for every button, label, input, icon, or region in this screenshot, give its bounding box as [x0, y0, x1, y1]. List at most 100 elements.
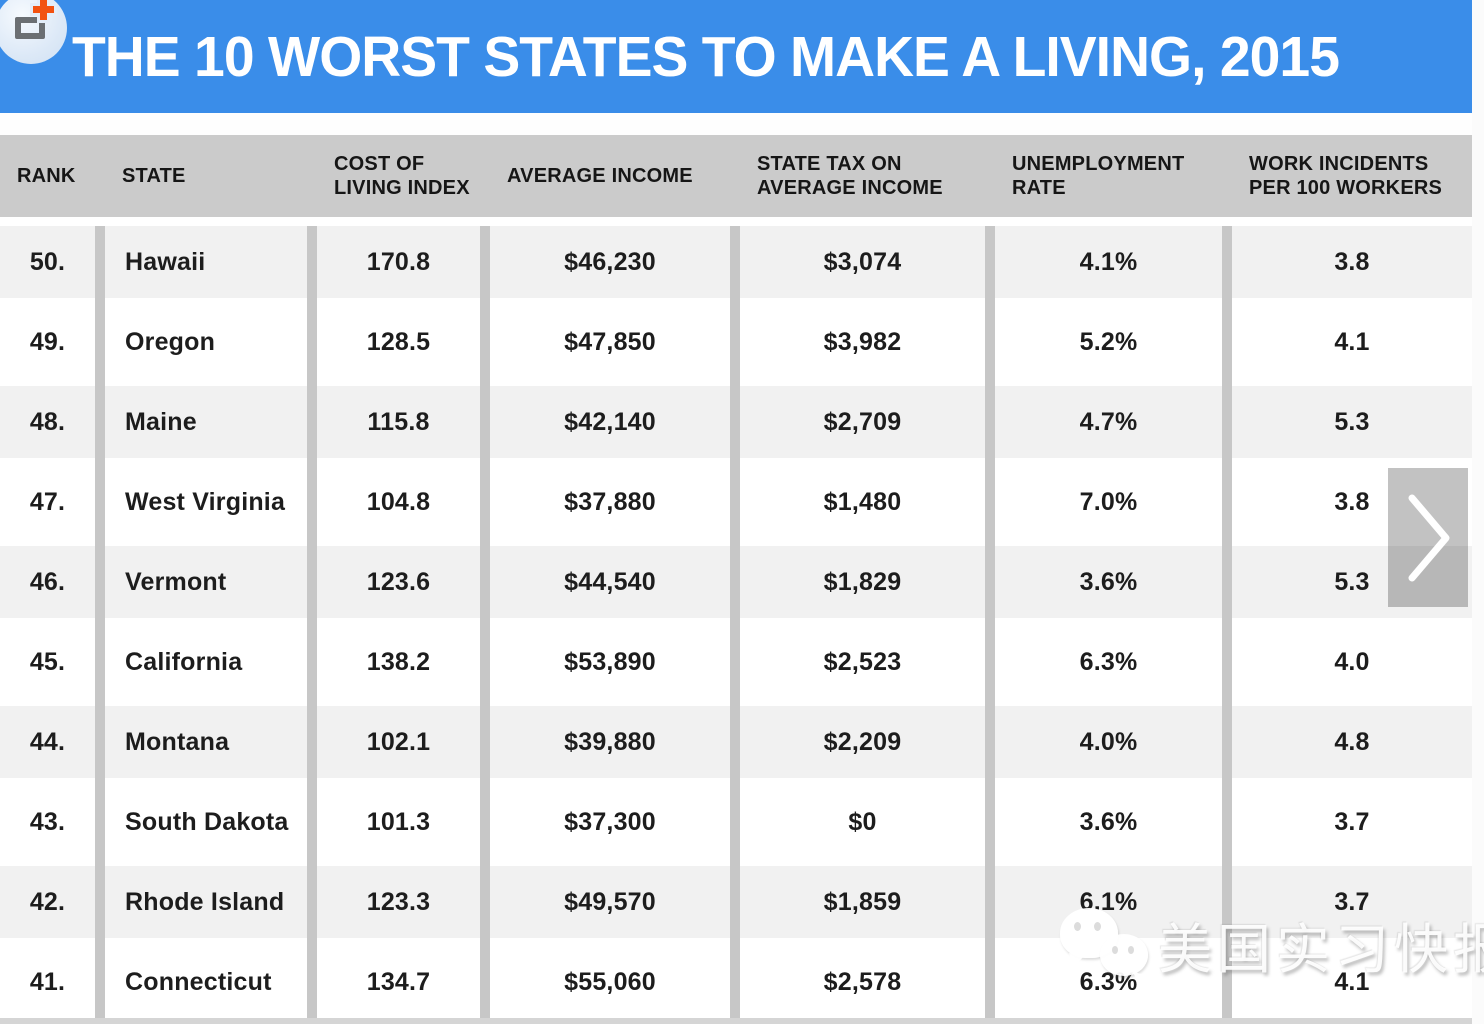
state-tax-cell: $3,074	[740, 226, 985, 298]
rank-cell: 44.	[0, 706, 95, 778]
average-income-cell: $42,140	[490, 386, 730, 458]
rank-cell: 48.	[0, 386, 95, 458]
rank-cell: 46.	[0, 546, 95, 618]
table-row: 50. Hawaii 170.8 $46,230 $3,074 4.1% 3.8	[0, 226, 1472, 298]
unemployment-cell: 3.6%	[995, 546, 1222, 618]
next-arrow-button[interactable]	[1388, 468, 1468, 607]
table-row: 43. South Dakota 101.3 $37,300 $0 3.6% 3…	[0, 786, 1472, 858]
column-divider	[480, 226, 490, 1018]
work-incidents-cell: 3.7	[1232, 786, 1472, 858]
table-row: 45. California 138.2 $53,890 $2,523 6.3%…	[0, 626, 1472, 698]
plus-icon	[33, 0, 54, 20]
table-row: 47. West Virginia 104.8 $37,880 $1,480 7…	[0, 466, 1472, 538]
state-tax-cell: $2,709	[740, 386, 985, 458]
cost-of-living-cell: 170.8	[317, 226, 480, 298]
table-row: 48. Maine 115.8 $42,140 $2,709 4.7% 5.3	[0, 386, 1472, 458]
state-cell: Montana	[105, 706, 307, 778]
table-row: 42. Rhode Island 123.3 $49,570 $1,859 6.…	[0, 866, 1472, 938]
average-income-cell: $55,060	[490, 946, 730, 1018]
unemployment-cell: 6.1%	[995, 866, 1222, 938]
state-cell: South Dakota	[105, 786, 307, 858]
cost-of-living-cell: 104.8	[317, 466, 480, 538]
unemployment-cell: 4.1%	[995, 226, 1222, 298]
average-income-cell: $37,300	[490, 786, 730, 858]
unemployment-cell: 7.0%	[995, 466, 1222, 538]
title-bar: THE 10 WORST STATES TO MAKE A LIVING, 20…	[0, 0, 1472, 113]
unemployment-cell: 6.3%	[995, 626, 1222, 698]
rank-cell: 41.	[0, 946, 95, 1018]
column-divider	[1222, 226, 1232, 1018]
state-cell: Maine	[105, 386, 307, 458]
rank-cell: 42.	[0, 866, 95, 938]
state-cell: Hawaii	[105, 226, 307, 298]
column-divider	[985, 226, 995, 1018]
column-header-work-incidents: WORK INCIDENTS PER 100 WORKERS	[1249, 153, 1443, 199]
column-divider	[307, 226, 317, 1018]
cost-of-living-cell: 102.1	[317, 706, 480, 778]
column-header-state: STATE	[122, 165, 186, 187]
rank-cell: 47.	[0, 466, 95, 538]
unemployment-cell: 4.7%	[995, 386, 1222, 458]
work-incidents-cell: 4.0	[1232, 626, 1472, 698]
chevron-right-icon	[1408, 494, 1450, 581]
state-cell: Oregon	[105, 306, 307, 378]
screenshot-frame-icon	[15, 17, 45, 39]
state-tax-cell: $3,982	[740, 306, 985, 378]
state-cell: California	[105, 626, 307, 698]
average-income-cell: $39,880	[490, 706, 730, 778]
state-tax-cell: $2,209	[740, 706, 985, 778]
state-cell: Rhode Island	[105, 866, 307, 938]
state-cell: Connecticut	[105, 946, 307, 1018]
rank-cell: 43.	[0, 786, 95, 858]
page-title: THE 10 WORST STATES TO MAKE A LIVING, 20…	[72, 24, 1340, 89]
average-income-cell: $37,880	[490, 466, 730, 538]
state-tax-cell: $0	[740, 786, 985, 858]
cost-of-living-cell: 101.3	[317, 786, 480, 858]
column-header-rank: RANK	[17, 165, 76, 187]
state-tax-cell: $1,829	[740, 546, 985, 618]
work-incidents-cell: 3.8	[1232, 226, 1472, 298]
work-incidents-cell: 4.1	[1232, 306, 1472, 378]
table-header-row: RANK STATE COST OF LIVING INDEX AVERAGE …	[0, 135, 1472, 217]
unemployment-cell: 4.0%	[995, 706, 1222, 778]
screenshot-add-icon[interactable]	[0, 0, 67, 64]
column-header-state-tax: STATE TAX ON AVERAGE INCOME	[757, 153, 943, 199]
work-incidents-cell: 3.7	[1232, 866, 1472, 938]
rank-cell: 50.	[0, 226, 95, 298]
title-table-divider	[0, 113, 1472, 135]
average-income-cell: $47,850	[490, 306, 730, 378]
state-tax-cell: $2,578	[740, 946, 985, 1018]
header-body-gap	[0, 217, 1472, 226]
column-header-average-income: AVERAGE INCOME	[507, 165, 693, 187]
column-header-unemployment: UNEMPLOYMENT RATE	[1012, 153, 1185, 199]
state-cell: West Virginia	[105, 466, 307, 538]
table-row: 44. Montana 102.1 $39,880 $2,209 4.0% 4.…	[0, 706, 1472, 778]
average-income-cell: $44,540	[490, 546, 730, 618]
table-row: 49. Oregon 128.5 $47,850 $3,982 5.2% 4.1	[0, 306, 1472, 378]
cost-of-living-cell: 134.7	[317, 946, 480, 1018]
column-divider	[95, 226, 105, 1018]
work-incidents-cell: 4.1	[1232, 946, 1472, 1018]
table-row: 41. Connecticut 134.7 $55,060 $2,578 6.3…	[0, 946, 1472, 1018]
state-tax-cell: $2,523	[740, 626, 985, 698]
table-bottom-edge	[0, 1018, 1472, 1024]
rank-cell: 49.	[0, 306, 95, 378]
cost-of-living-cell: 138.2	[317, 626, 480, 698]
cost-of-living-cell: 123.3	[317, 866, 480, 938]
unemployment-cell: 6.3%	[995, 946, 1222, 1018]
average-income-cell: $46,230	[490, 226, 730, 298]
cost-of-living-cell: 115.8	[317, 386, 480, 458]
average-income-cell: $49,570	[490, 866, 730, 938]
column-header-cost-of-living: COST OF LIVING INDEX	[334, 153, 470, 199]
column-divider	[730, 226, 740, 1018]
work-incidents-cell: 4.8	[1232, 706, 1472, 778]
work-incidents-cell: 5.3	[1232, 386, 1472, 458]
unemployment-cell: 5.2%	[995, 306, 1222, 378]
state-tax-cell: $1,859	[740, 866, 985, 938]
state-cell: Vermont	[105, 546, 307, 618]
table-body: 50. Hawaii 170.8 $46,230 $3,074 4.1% 3.8…	[0, 226, 1472, 1018]
cost-of-living-cell: 123.6	[317, 546, 480, 618]
table-row: 46. Vermont 123.6 $44,540 $1,829 3.6% 5.…	[0, 546, 1472, 618]
cost-of-living-cell: 128.5	[317, 306, 480, 378]
